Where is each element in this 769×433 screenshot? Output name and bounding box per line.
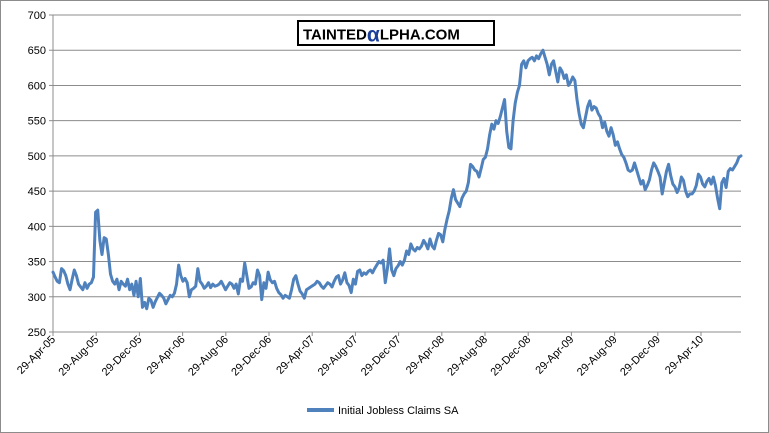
- series-line-0: [51, 48, 743, 311]
- y-tick-label: 300: [28, 292, 46, 304]
- y-tick-label: 600: [28, 80, 46, 92]
- y-tick-label: 250: [28, 327, 46, 339]
- watermark-box: [297, 20, 495, 46]
- y-tick-label: 500: [28, 151, 46, 163]
- x-tick-label: 29-Apr-08: [404, 334, 447, 377]
- x-tick-label: 29-Dec-08: [489, 334, 534, 379]
- y-tick-label: 450: [28, 186, 46, 198]
- x-tick-label: 29-Dec-05: [100, 334, 145, 379]
- y-axis: 250 300 350 400 450 500 550 600 650 700: [28, 10, 54, 339]
- legend: Initial Jobless Claims SA: [307, 405, 459, 417]
- x-tick-label: 29-Aug-08: [445, 334, 490, 379]
- x-tick-label: 29-Apr-07: [274, 334, 317, 377]
- x-tick-label: 29-Aug-07: [316, 334, 361, 379]
- x-tick-label: 29-Aug-09: [575, 334, 620, 379]
- x-tick-label: 29-Aug-06: [186, 334, 231, 379]
- y-tick-label: 400: [28, 221, 46, 233]
- plot-area: [51, 48, 743, 311]
- x-tick-label: 29-Aug-05: [57, 334, 102, 379]
- x-tick-label: 29-Dec-07: [359, 334, 404, 379]
- x-tick-label: 29-Apr-06: [145, 334, 188, 377]
- x-tick-label: 29-Apr-05: [15, 334, 58, 377]
- x-tick-label: 29-Dec-06: [229, 334, 274, 379]
- x-tick-label: 29-Apr-10: [663, 334, 706, 377]
- watermark-text: TAINTEDαLPHA.COM: [303, 24, 460, 47]
- legend-entry: Initial Jobless Claims SA: [338, 405, 459, 417]
- y-tick-label: 650: [28, 45, 46, 57]
- x-tick-label: 29-Apr-09: [533, 334, 576, 377]
- watermark-logo: TAINTEDαLPHA.COM: [297, 20, 495, 47]
- x-tick-label: 29-Dec-09: [618, 334, 663, 379]
- y-tick-label: 550: [28, 116, 46, 128]
- y-tick-label: 350: [28, 257, 46, 269]
- y-tick-label: 700: [28, 10, 46, 22]
